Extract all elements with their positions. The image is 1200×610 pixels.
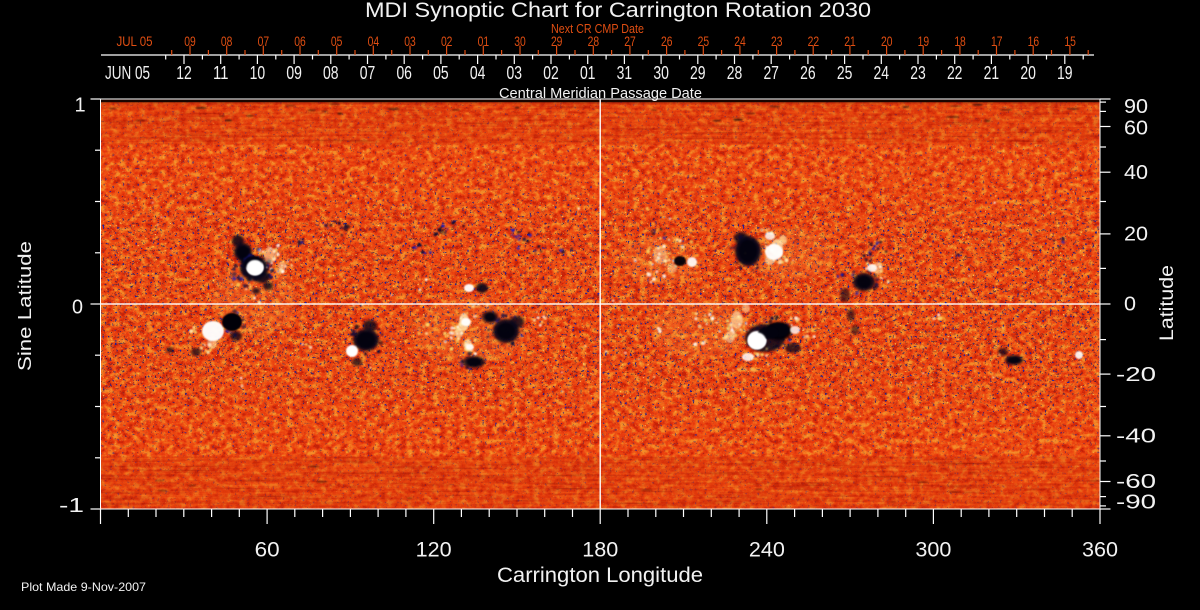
svg-text:10: 10 — [250, 63, 266, 83]
svg-text:03: 03 — [507, 63, 523, 83]
svg-text:16: 16 — [1028, 34, 1040, 49]
svg-text:02: 02 — [441, 34, 453, 49]
svg-text:Plot Made 9-Nov-2007: Plot Made 9-Nov-2007 — [21, 580, 146, 594]
svg-text:26: 26 — [661, 34, 673, 49]
svg-text:22: 22 — [808, 34, 820, 49]
svg-text:30: 30 — [653, 63, 669, 83]
svg-text:240: 240 — [749, 539, 785, 562]
svg-text:-20: -20 — [1116, 364, 1156, 386]
svg-text:Carrington Longitude: Carrington Longitude — [497, 564, 703, 587]
svg-text:Central Meridian Passage Date: Central Meridian Passage Date — [499, 86, 702, 102]
svg-text:90: 90 — [1124, 96, 1148, 118]
svg-text:01: 01 — [580, 63, 596, 83]
svg-text:60: 60 — [1124, 118, 1148, 140]
svg-text:Next CR CMP Date: Next CR CMP Date — [551, 22, 644, 36]
svg-text:29: 29 — [551, 34, 563, 49]
svg-text:22: 22 — [947, 63, 963, 83]
svg-text:19: 19 — [1057, 63, 1073, 83]
svg-text:05: 05 — [331, 34, 343, 49]
svg-text:02: 02 — [543, 63, 559, 83]
svg-text:29: 29 — [690, 63, 706, 83]
svg-text:20: 20 — [1124, 224, 1148, 246]
svg-text:21: 21 — [984, 63, 1000, 83]
svg-text:-60: -60 — [1116, 471, 1156, 493]
svg-text:-40: -40 — [1116, 426, 1156, 448]
svg-text:JUN 05: JUN 05 — [105, 63, 150, 83]
svg-text:01: 01 — [478, 34, 490, 49]
svg-text:28: 28 — [727, 63, 743, 83]
svg-text:07: 07 — [258, 34, 270, 49]
svg-text:-90: -90 — [1116, 492, 1156, 514]
svg-text:-1: -1 — [59, 495, 84, 517]
svg-text:21: 21 — [844, 34, 856, 49]
svg-text:120: 120 — [416, 539, 452, 562]
svg-text:04: 04 — [368, 34, 380, 49]
svg-text:11: 11 — [213, 63, 229, 83]
svg-text:Latitude: Latitude — [1157, 265, 1178, 341]
svg-text:18: 18 — [954, 34, 966, 49]
svg-text:JUL 05: JUL 05 — [117, 34, 153, 49]
svg-text:23: 23 — [771, 34, 783, 49]
svg-text:0: 0 — [72, 297, 83, 319]
svg-text:15: 15 — [1064, 34, 1076, 49]
svg-text:28: 28 — [588, 34, 600, 49]
svg-text:0: 0 — [1124, 294, 1136, 316]
svg-text:19: 19 — [918, 34, 930, 49]
svg-text:06: 06 — [396, 63, 412, 83]
svg-text:03: 03 — [404, 34, 416, 49]
svg-text:27: 27 — [624, 34, 636, 49]
svg-text:30: 30 — [514, 34, 526, 49]
svg-text:180: 180 — [582, 539, 618, 562]
svg-text:04: 04 — [470, 63, 486, 83]
svg-text:40: 40 — [1124, 162, 1148, 184]
svg-text:300: 300 — [915, 539, 951, 562]
svg-text:17: 17 — [991, 34, 1003, 49]
svg-text:09: 09 — [286, 63, 302, 83]
svg-text:07: 07 — [360, 63, 376, 83]
svg-text:08: 08 — [323, 63, 339, 83]
svg-text:26: 26 — [800, 63, 816, 83]
svg-text:1: 1 — [74, 95, 85, 117]
svg-text:09: 09 — [184, 34, 196, 49]
svg-text:MDI Synoptic Chart for Carring: MDI Synoptic Chart for Carrington Rotati… — [365, 0, 871, 22]
svg-text:Sine Latitude: Sine Latitude — [14, 241, 35, 371]
svg-text:25: 25 — [837, 63, 853, 83]
svg-text:20: 20 — [881, 34, 893, 49]
svg-text:20: 20 — [1020, 63, 1036, 83]
svg-text:25: 25 — [698, 34, 710, 49]
svg-text:23: 23 — [910, 63, 926, 83]
svg-text:05: 05 — [433, 63, 449, 83]
svg-text:08: 08 — [221, 34, 233, 49]
svg-text:24: 24 — [874, 63, 890, 83]
svg-text:12: 12 — [176, 63, 192, 83]
svg-text:360: 360 — [1082, 539, 1118, 562]
svg-text:31: 31 — [617, 63, 633, 83]
svg-text:24: 24 — [734, 34, 746, 49]
svg-text:60: 60 — [255, 539, 280, 562]
svg-text:27: 27 — [763, 63, 779, 83]
svg-text:06: 06 — [294, 34, 306, 49]
